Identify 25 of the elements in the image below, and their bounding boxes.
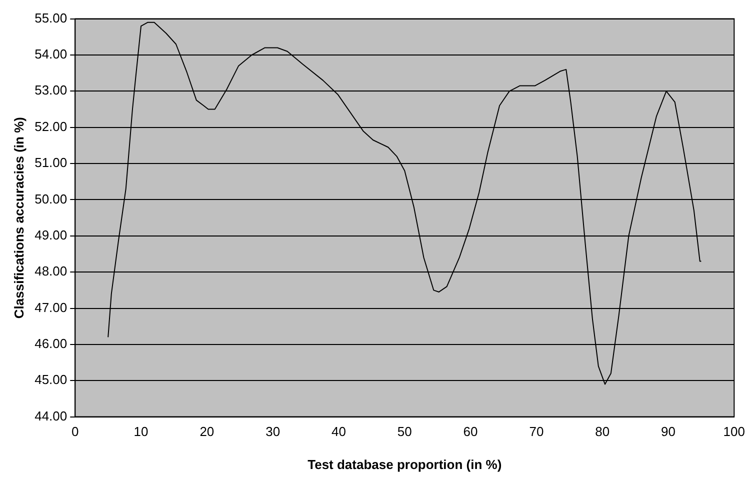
y-tick-label: 45.00 (34, 372, 68, 388)
y-tick-label: 50.00 (34, 191, 68, 206)
x-tick-label: 70 (529, 424, 544, 440)
x-tick-label: 60 (463, 424, 478, 440)
x-tick-label: 10 (134, 424, 148, 440)
y-tick-label: 46.00 (34, 336, 68, 352)
y-tick-label: 52.00 (34, 118, 68, 134)
y-axis-title: Classifications accuracies (in %) (11, 117, 26, 319)
y-tick-label: 48.00 (34, 264, 68, 279)
x-tick-label: 30 (266, 424, 280, 440)
y-tick-label: 54.00 (34, 46, 68, 62)
y-tick-label: 49.00 (34, 227, 68, 242)
x-tick-label: 80 (595, 424, 610, 440)
x-tick-label: 40 (332, 424, 346, 440)
y-tick-label: 55.00 (34, 10, 68, 26)
y-tick-label: 51.00 (34, 155, 68, 170)
y-tick-label: 53.00 (34, 82, 68, 98)
x-axis-title: Test database proportion (in %) (308, 456, 502, 472)
x-tick-label: 100 (723, 424, 746, 440)
x-tick-label: 20 (200, 424, 214, 440)
x-tick-label: 0 (72, 424, 79, 440)
y-tick-label: 44.00 (34, 408, 68, 424)
x-tick-label: 90 (661, 424, 676, 440)
y-tick-label: 47.00 (34, 300, 68, 315)
x-tick-label: 50 (397, 424, 412, 440)
